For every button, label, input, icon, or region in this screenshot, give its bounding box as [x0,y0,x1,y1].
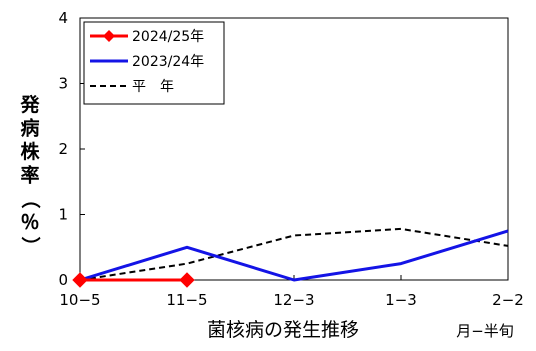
x-tick-label: 11−5 [166,291,207,309]
legend-marker [103,30,115,42]
y-axis-label-char: （ [19,189,42,208]
legend-entry-label: 2023/24年 [132,54,204,70]
y-axis-label-char: ％ [20,212,39,234]
series-normal-year-line [79,227,509,281]
y-axis-label-char: ） [19,236,42,255]
x-tick-label: 1−3 [385,291,417,309]
series-2024-25-marker [72,272,88,288]
x-axis-unit-label: 月−半旬 [456,322,514,340]
x-axis-label: 菌核病の発生推移 [207,319,359,341]
y-tick-label: 1 [58,206,68,224]
y-axis-label-char: 病 [20,117,39,140]
y-axis-label-char: 率 [20,164,39,187]
x-tick-label: 2−2 [492,291,524,309]
y-tick-label: 2 [58,140,68,158]
y-axis-label-char: 発 [19,93,40,116]
legend-entry-label: 平 年 [132,79,174,95]
y-axis-label-char: 株 [20,140,40,163]
x-tick-label: 10−5 [59,291,100,309]
series-2023-24-line [79,229,509,282]
x-tick-label: 12−3 [273,291,314,309]
legend-entry-label: 2024/25年 [132,29,204,45]
series-2024-25-marker [179,272,195,288]
y-tick-label: 3 [58,75,68,93]
y-tick-label: 0 [58,271,68,289]
y-tick-label: 4 [58,9,68,27]
